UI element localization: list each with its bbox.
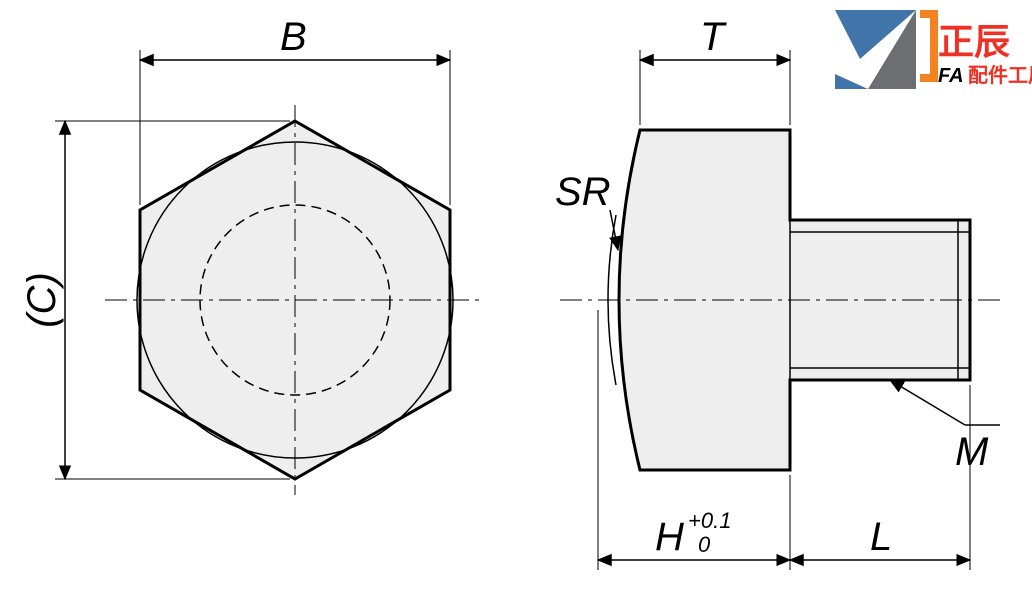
side-view: T SR M H +0.1 0 L xyxy=(555,15,1000,570)
brand-logo: 正辰 FA 配件工厂 xyxy=(835,10,1032,89)
leader-m xyxy=(890,380,965,425)
label-c: (C) xyxy=(20,272,64,328)
logo-sub-text: 配件工厂 xyxy=(968,63,1032,87)
drawing-canvas: 正辰 FA 配件工厂 B (C) xyxy=(0,0,1032,596)
label-h-sup: +0.1 xyxy=(688,508,731,533)
logo-sub-fa: FA xyxy=(938,65,964,87)
front-view: B (C) xyxy=(20,15,485,495)
label-t: T xyxy=(700,15,727,59)
label-sr: SR xyxy=(555,170,611,214)
label-h: H xyxy=(655,515,684,559)
label-l: L xyxy=(870,515,892,559)
label-b: B xyxy=(280,15,307,59)
label-h-sub: 0 xyxy=(698,532,711,557)
label-m: M xyxy=(955,430,989,474)
logo-main-text: 正辰 xyxy=(938,21,1010,62)
